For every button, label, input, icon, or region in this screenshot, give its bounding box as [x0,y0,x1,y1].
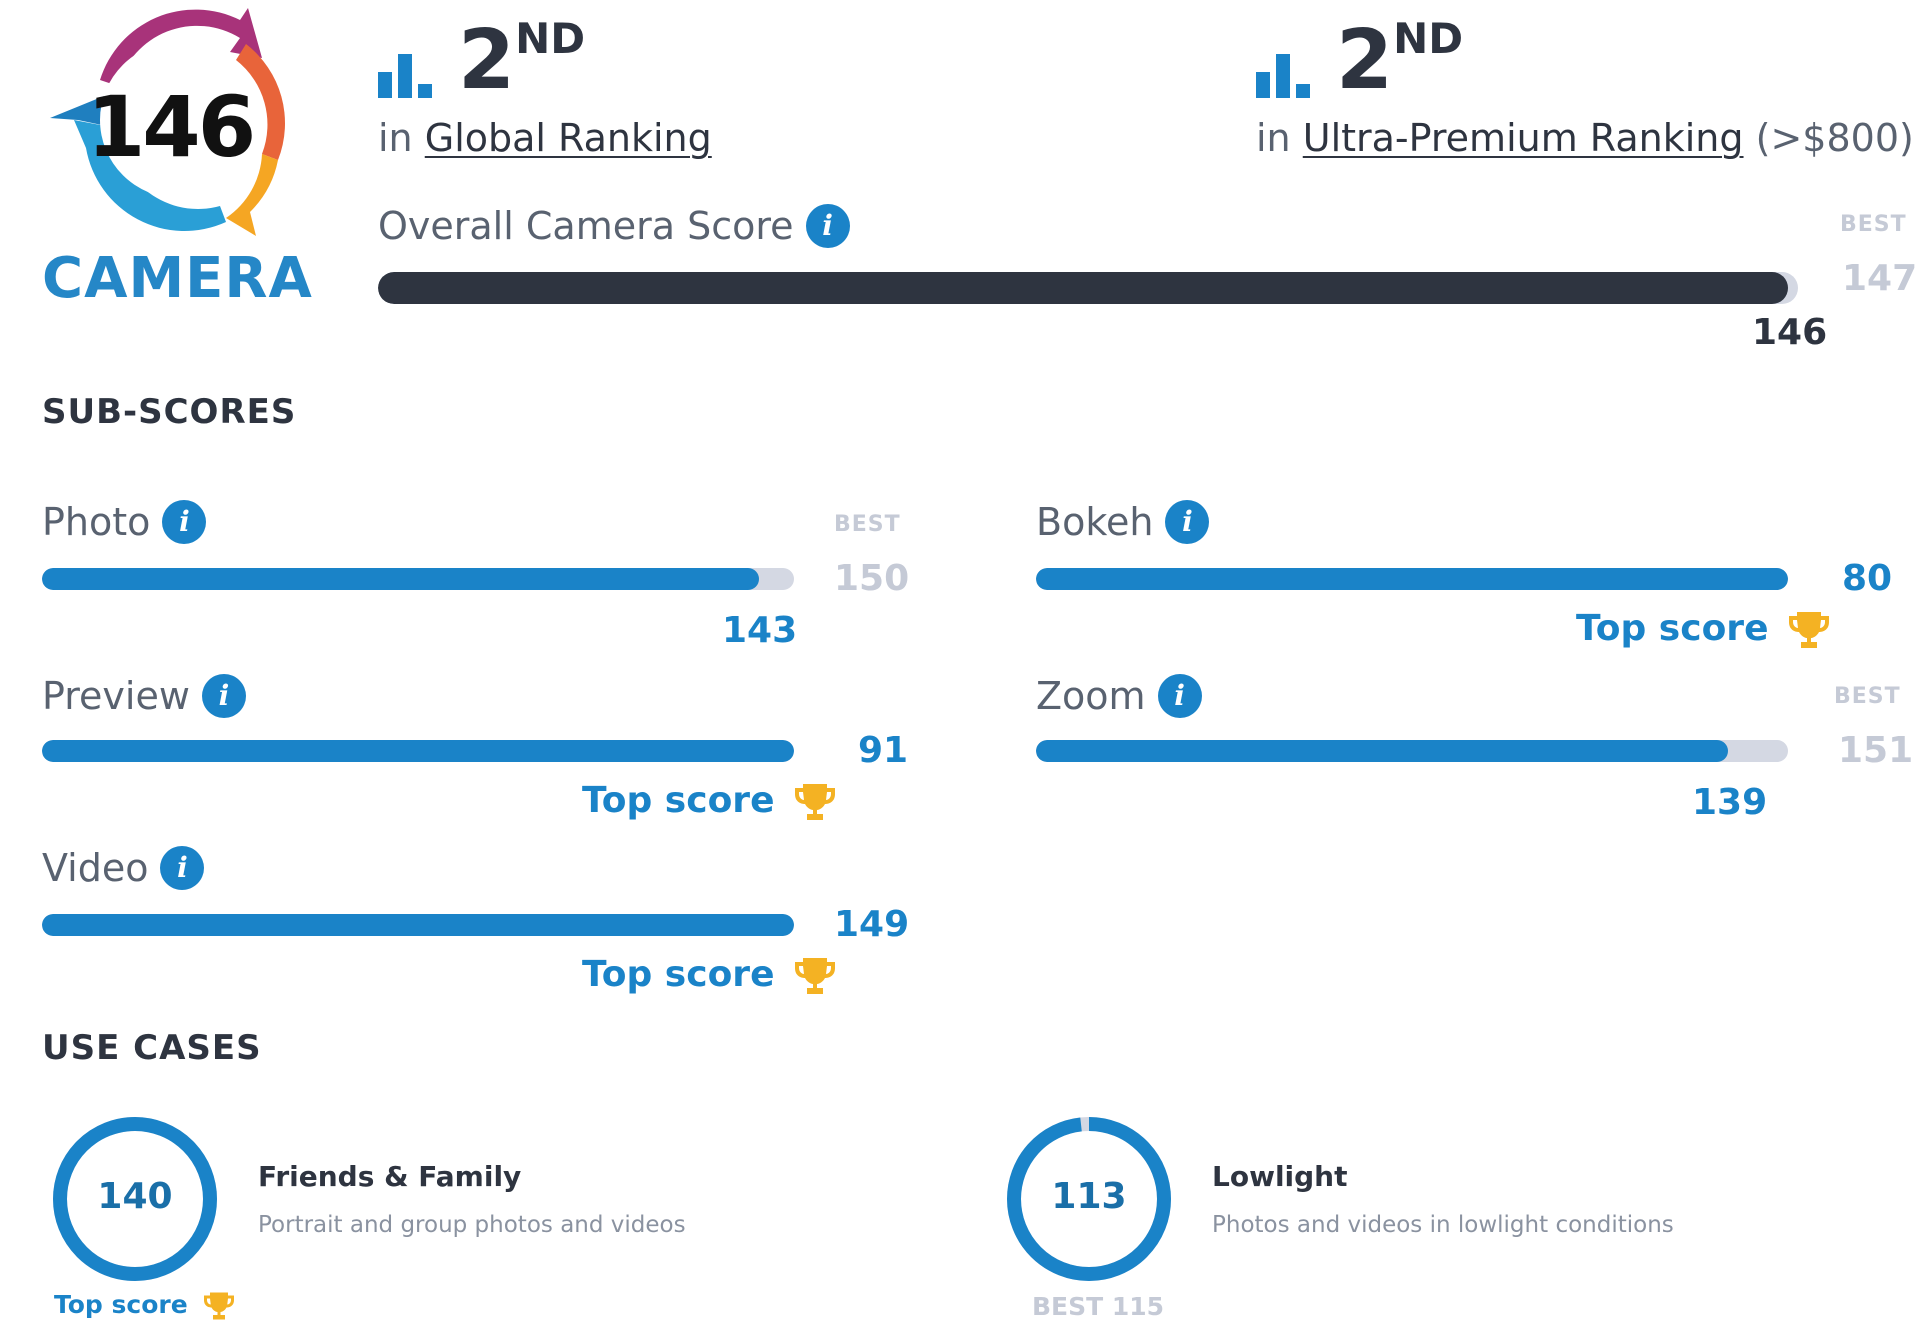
friends-family-ring-arc [53,1117,217,1281]
photo-score: 143 [722,610,798,651]
info-icon[interactable]: i [1157,674,1202,718]
camera-badge-ring-icon [50,8,286,236]
video-label: Video [42,846,149,890]
photo-label: Photo [42,500,151,544]
friends-family-description: Portrait and group photos and videos [258,1212,686,1238]
zoom-best-caption: BEST [1834,684,1901,709]
info-icon[interactable]: i [162,500,207,544]
info-icon[interactable]: i [805,204,850,248]
global-ranking: 2ND in Global Ranking [378,13,712,160]
video-header: Video i [42,846,205,890]
photo-bar-fill [42,568,759,590]
overall-best-value: 147 [1842,258,1918,299]
zoom-label: Zoom [1036,674,1146,718]
ultra-premium-price-range: (>$800) [1755,116,1914,160]
photo-best-caption: BEST [834,512,901,537]
video-bar [42,914,794,936]
global-ranking-position: 2ND [458,13,586,108]
photo-header: Photo i [42,500,207,544]
lowlight-score: 113 [1051,1176,1127,1217]
video-top-score: Top score [582,954,837,996]
trophy-icon [795,784,836,820]
bar-chart-icon [378,54,432,98]
lowlight-best-caption: BEST 115 [1032,1292,1165,1321]
bokeh-bar [1036,568,1788,590]
photo-bar [42,568,794,590]
trophy-icon [1789,612,1830,648]
use-cases-title: USE CASES [42,1028,262,1068]
preview-label: Preview [42,674,190,718]
video-score: 149 [834,904,910,945]
photo-best-value: 150 [834,558,910,599]
zoom-header: Zoom i [1036,674,1202,718]
friends-family-score: 140 [97,1176,173,1217]
friends-family-top-score: Top score [54,1290,236,1321]
global-ranking-link[interactable]: Global Ranking [424,116,712,160]
zoom-bar-fill [1036,740,1729,762]
subscores-title: SUB-SCORES [42,392,297,432]
camera-badge-score: 146 [86,78,256,176]
bokeh-score: 80 [1842,558,1893,599]
info-icon[interactable]: i [1165,500,1210,544]
global-ranking-prefix: in [378,116,413,160]
overall-score-value: 146 [1752,312,1828,353]
overall-score-bar [378,272,1798,304]
ultra-premium-ranking-link[interactable]: Ultra-Premium Ranking [1302,116,1744,160]
ultra-premium-ranking-prefix: in [1256,116,1291,160]
info-icon[interactable]: i [201,674,246,718]
video-bar-fill [42,914,794,936]
lowlight-ring-arc [1007,1117,1171,1281]
info-icon[interactable]: i [160,846,205,890]
camera-badge-label: CAMERA [42,246,313,311]
preview-bar [42,740,794,762]
ultra-premium-ranking: 2ND in Ultra-Premium Ranking (>$800) [1256,13,1914,160]
bokeh-header: Bokeh i [1036,500,1210,544]
overall-score-fill [378,272,1789,304]
lowlight-ring [1007,1117,1171,1281]
overall-score-label: Overall Camera Score [378,204,794,248]
preview-top-score: Top score [582,780,837,822]
lowlight-title: Lowlight [1212,1160,1348,1193]
preview-bar-fill [42,740,794,762]
trophy-icon [204,1292,235,1320]
lowlight-description: Photos and videos in lowlight conditions [1212,1212,1674,1238]
zoom-best-value: 151 [1838,730,1914,771]
preview-header: Preview i [42,674,246,718]
bokeh-label: Bokeh [1036,500,1154,544]
camera-badge [30,0,310,310]
friends-family-ring [53,1117,217,1281]
friends-family-title: Friends & Family [258,1160,522,1193]
bar-chart-icon [1256,54,1310,98]
ultra-premium-ranking-position: 2ND [1336,13,1464,108]
zoom-score: 139 [1692,782,1768,823]
bokeh-bar-fill [1036,568,1788,590]
trophy-icon [795,958,836,994]
preview-score: 91 [858,730,909,771]
bokeh-top-score: Top score [1576,608,1831,650]
overall-score-header: Overall Camera Score i [378,204,850,248]
zoom-bar [1036,740,1788,762]
overall-best-caption: BEST [1840,212,1907,237]
